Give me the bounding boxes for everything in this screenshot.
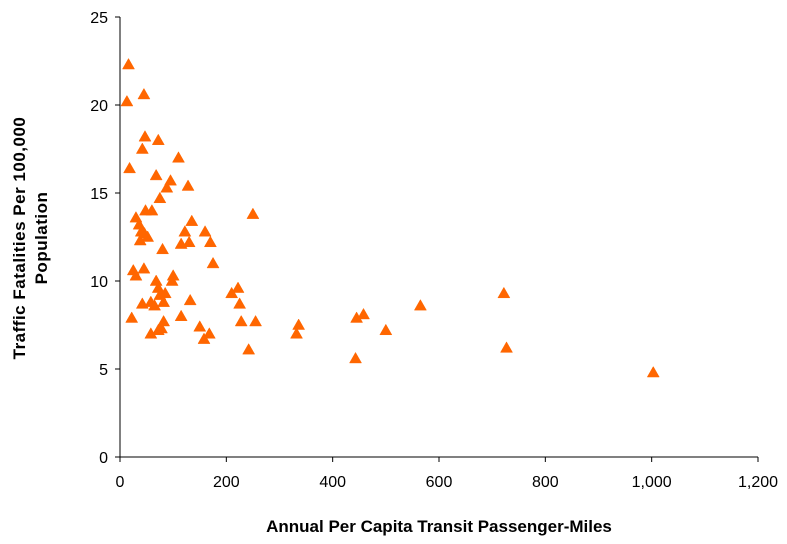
data-point: [233, 297, 247, 309]
data-point: [206, 256, 220, 269]
data-point: [149, 274, 163, 286]
data-point: [123, 161, 137, 174]
data-point: [151, 133, 165, 145]
x-tick-label: 800: [532, 474, 559, 491]
data-point: [165, 274, 179, 286]
x-tick-label: 400: [319, 474, 346, 491]
data-point: [137, 87, 151, 100]
data-point: [148, 299, 161, 311]
data-point: [182, 235, 196, 248]
y-tick-label: 20: [90, 98, 108, 115]
data-point: [120, 94, 134, 107]
data-point: [178, 225, 192, 237]
data-point: [203, 235, 217, 248]
data-point: [156, 242, 169, 255]
y-axis-title: Traffic Fatalities Per 100,000 Populatio…: [10, 117, 51, 360]
data-point: [174, 309, 188, 321]
data-points: [120, 58, 660, 378]
data-point: [193, 320, 207, 332]
data-point: [349, 351, 362, 364]
y-axis-ticks: 0 5 10 15 20 25: [90, 10, 120, 467]
data-point: [135, 142, 149, 154]
x-axis-ticks: 0 200 400 600 800 1,000 1,200: [116, 457, 778, 491]
data-point: [413, 299, 427, 311]
data-point: [202, 327, 216, 339]
data-point: [172, 151, 185, 163]
data-point: [500, 341, 513, 353]
data-point: [139, 204, 152, 216]
data-point: [292, 318, 306, 330]
data-point: [125, 311, 139, 323]
x-tick-label: 1,200: [738, 474, 778, 491]
y-tick-label: 25: [90, 10, 108, 27]
y-tick-label: 15: [90, 186, 108, 203]
data-point: [185, 214, 199, 226]
data-point: [234, 314, 248, 327]
data-point: [153, 191, 167, 204]
data-point: [141, 230, 155, 242]
data-point: [181, 179, 195, 191]
data-point: [198, 225, 212, 237]
data-point: [137, 262, 151, 274]
data-point: [379, 323, 393, 336]
data-point: [155, 322, 168, 334]
data-point: [183, 293, 197, 306]
data-point: [231, 281, 245, 293]
x-tick-label: 1,000: [632, 474, 672, 491]
y-tick-label: 10: [90, 274, 108, 291]
data-point: [497, 286, 511, 299]
data-point: [122, 58, 135, 70]
data-point: [129, 269, 143, 281]
y-tick-label: 5: [99, 362, 108, 379]
y-axis-title-line-1: Traffic Fatalities Per 100,000: [10, 117, 29, 360]
data-point: [138, 130, 152, 142]
data-point: [357, 307, 370, 320]
data-point: [242, 343, 256, 355]
data-point: [160, 181, 174, 193]
data-point: [157, 295, 171, 307]
y-axis-title-line-2: Population: [32, 192, 51, 285]
data-point: [246, 207, 260, 219]
data-point: [158, 286, 172, 299]
x-tick-label: 200: [213, 474, 240, 491]
x-axis-title: Annual Per Capita Transit Passenger-Mile…: [266, 517, 612, 536]
data-point: [290, 327, 303, 339]
data-point: [646, 366, 660, 378]
data-point: [157, 314, 171, 327]
data-point: [149, 168, 163, 181]
y-tick-label: 0: [99, 450, 108, 467]
x-tick-label: 600: [426, 474, 453, 491]
data-point: [249, 314, 263, 327]
x-tick-label: 0: [116, 474, 125, 491]
